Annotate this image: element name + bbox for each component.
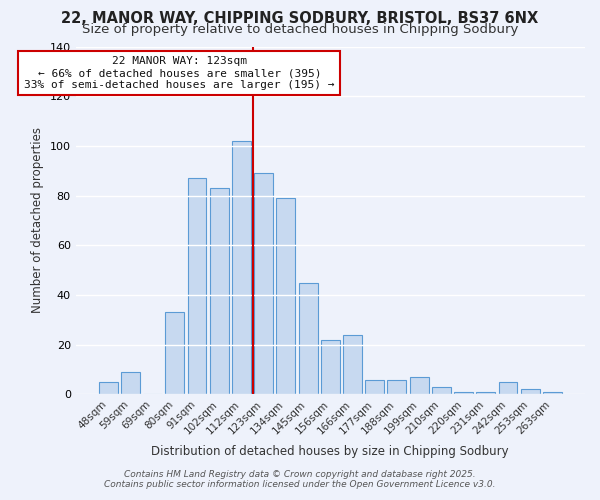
Text: 22 MANOR WAY: 123sqm
← 66% of detached houses are smaller (395)
33% of semi-deta: 22 MANOR WAY: 123sqm ← 66% of detached h… (24, 56, 335, 90)
Bar (454, 392, 473, 394)
Bar (388, 380, 406, 394)
Text: 22, MANOR WAY, CHIPPING SODBURY, BRISTOL, BS37 6NX: 22, MANOR WAY, CHIPPING SODBURY, BRISTOL… (61, 11, 539, 26)
Bar (410, 377, 428, 394)
Bar (365, 380, 384, 394)
Text: Size of property relative to detached houses in Chipping Sodbury: Size of property relative to detached ho… (82, 23, 518, 36)
Bar (166, 312, 184, 394)
Bar (99, 382, 118, 394)
Text: Contains HM Land Registry data © Crown copyright and database right 2025.
Contai: Contains HM Land Registry data © Crown c… (104, 470, 496, 489)
X-axis label: Distribution of detached houses by size in Chipping Sodbury: Distribution of detached houses by size … (151, 444, 509, 458)
Bar (321, 340, 340, 394)
Bar (299, 282, 317, 395)
Bar (432, 387, 451, 394)
Bar (521, 390, 539, 394)
Bar (543, 392, 562, 394)
Bar (254, 174, 273, 394)
Bar (210, 188, 229, 394)
Bar (499, 382, 517, 394)
Bar (277, 198, 295, 394)
Bar (343, 335, 362, 394)
Bar (121, 372, 140, 394)
Y-axis label: Number of detached properties: Number of detached properties (31, 128, 44, 314)
Bar (232, 141, 251, 395)
Bar (188, 178, 206, 394)
Bar (476, 392, 495, 394)
